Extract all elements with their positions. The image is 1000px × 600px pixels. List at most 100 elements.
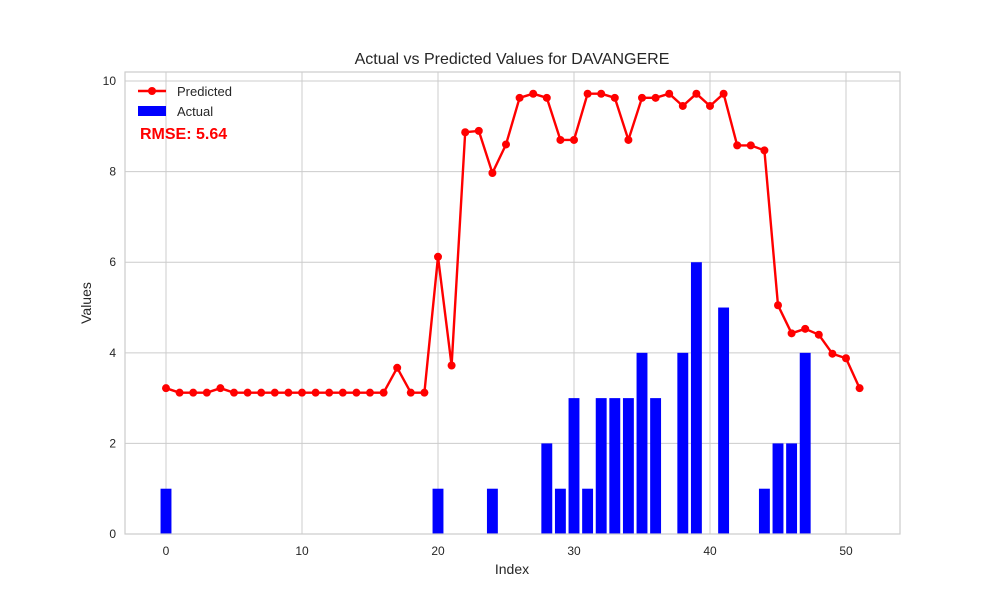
y-tick-label: 10 [103, 74, 117, 88]
x-tick-label: 10 [295, 544, 309, 558]
actual-bar [690, 262, 702, 534]
predicted-point [298, 388, 306, 397]
x-tick-label: 0 [163, 544, 170, 558]
predicted-point [434, 252, 442, 261]
actual-bar [650, 398, 662, 534]
x-ticks: 0 10 20 30 40 50 [163, 544, 853, 558]
predicted-point [230, 388, 238, 397]
predicted-point [515, 93, 524, 102]
y-tick-label: 6 [109, 255, 116, 269]
y-ticks: 0 2 4 6 8 10 [103, 74, 117, 541]
x-tick-label: 50 [839, 544, 853, 558]
x-tick-label: 20 [431, 544, 445, 558]
actual-bar [432, 488, 444, 534]
predicted-point [529, 89, 538, 98]
y-tick-label: 4 [109, 346, 116, 360]
actual-bar [541, 443, 553, 534]
actual-bar [595, 398, 607, 534]
legend: Predicted Actual [138, 84, 232, 119]
predicted-point [366, 388, 374, 397]
predicted-point [502, 140, 510, 149]
predicted-point [828, 349, 837, 358]
actual-bar [609, 398, 621, 534]
legend-predicted-marker [148, 87, 156, 95]
actual-bar [677, 352, 689, 534]
predicted-point [393, 363, 402, 372]
x-tick-label: 30 [567, 544, 581, 558]
predicted-point [774, 301, 782, 310]
actual-bar [622, 398, 634, 534]
y-tick-label: 8 [109, 165, 116, 179]
predicted-point [379, 388, 388, 397]
legend-actual-swatch [138, 106, 166, 116]
predicted-point [338, 388, 347, 397]
predicted-point [420, 388, 429, 397]
predicted-point [202, 388, 211, 397]
predicted-point [175, 388, 184, 397]
predicted-point [352, 388, 361, 397]
plot-background [125, 72, 900, 534]
predicted-point [583, 89, 592, 98]
actual-bar [758, 488, 770, 534]
predicted-point [706, 101, 714, 110]
predicted-point [311, 388, 320, 397]
y-tick-label: 2 [109, 436, 116, 450]
predicted-point [461, 128, 470, 137]
predicted-point [488, 169, 497, 178]
actual-bar [554, 488, 566, 534]
actual-bar [486, 488, 498, 534]
predicted-line [162, 89, 864, 397]
predicted-point [814, 330, 823, 339]
predicted-point [760, 146, 769, 155]
x-tick-label: 40 [703, 544, 717, 558]
actual-bar [718, 307, 730, 534]
predicted-point [284, 388, 293, 397]
predicted-point [801, 324, 810, 333]
predicted-point [406, 388, 415, 397]
predicted-point [556, 135, 565, 144]
predicted-point [842, 354, 850, 363]
predicted-point [665, 89, 674, 98]
rmse-annotation: RMSE: 5.64 [140, 126, 227, 143]
predicted-point [474, 126, 483, 135]
actual-bar [568, 398, 580, 534]
predicted-point [542, 93, 551, 102]
predicted-point [325, 388, 334, 397]
predicted-point [692, 89, 701, 98]
predicted-point [651, 93, 660, 102]
predicted-point [447, 361, 456, 370]
predicted-point [570, 135, 578, 144]
predicted-point [719, 89, 728, 98]
predicted-point [162, 384, 170, 393]
predicted-point [189, 388, 198, 397]
predicted-point [624, 135, 633, 144]
chart-title: Actual vs Predicted Values for DAVANGERE [355, 51, 670, 68]
predicted-point [733, 141, 742, 150]
predicted-point [597, 89, 606, 98]
predicted-point [746, 141, 755, 150]
predicted-point [638, 93, 646, 102]
predicted-point [257, 388, 266, 397]
actual-bar [772, 443, 784, 534]
y-axis-label: Values [78, 282, 94, 324]
predicted-point [678, 101, 687, 110]
predicted-point [610, 93, 619, 102]
actual-bars [160, 262, 811, 534]
predicted-point [270, 388, 279, 397]
actual-bar [636, 352, 648, 534]
predicted-point [243, 388, 252, 397]
legend-predicted-label: Predicted [177, 84, 232, 99]
x-axis-label: Index [495, 561, 529, 577]
predicted-point [216, 384, 225, 393]
y-tick-label: 0 [109, 527, 116, 541]
actual-bar [582, 488, 594, 534]
legend-actual-label: Actual [177, 104, 213, 119]
plot-frame [124, 71, 901, 535]
actual-bar [799, 352, 811, 534]
predicted-point [855, 384, 864, 393]
predicted-line-path [165, 92, 861, 394]
actual-bar [786, 443, 798, 534]
actual-bar [160, 488, 172, 534]
predicted-point [787, 329, 796, 338]
